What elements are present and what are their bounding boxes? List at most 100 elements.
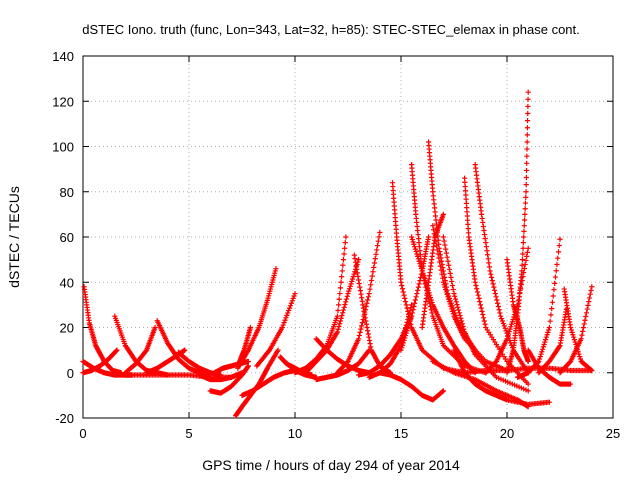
data-point [455,304,461,310]
data-point [481,318,487,324]
data-point [577,353,583,360]
data-point [524,118,531,124]
data-point [493,294,499,300]
data-point [406,320,412,327]
data-point [342,301,348,308]
data-point [549,299,556,305]
data-point [340,307,347,313]
data-series-track [254,290,298,369]
data-point [357,329,363,335]
data-point [430,227,437,233]
data-point [572,339,578,345]
data-point [351,252,357,258]
data-point [546,324,552,331]
data-point [433,243,440,249]
data-point [335,307,341,314]
data-point [577,356,584,362]
data-point [449,306,455,312]
data-point [275,347,281,353]
data-point [449,308,456,314]
data-point [440,234,446,240]
data-point [417,261,423,267]
data-point [478,211,485,217]
data-point [480,223,486,230]
data-point [443,286,449,293]
data-point [343,234,349,240]
data-point [571,334,577,340]
data-series-track [207,363,251,396]
data-point [583,310,590,316]
data-point [568,327,574,333]
data-point [477,299,483,305]
data-point [351,271,357,277]
x-tick-label: 25 [606,426,620,441]
data-point [548,312,554,318]
data-point [460,323,466,330]
data-point [525,358,531,365]
y-tick-label: 60 [60,230,74,245]
data-point [337,285,344,291]
data-point [361,308,367,314]
data-point [544,332,550,338]
data-series-track [112,313,171,378]
data-point [522,200,529,206]
x-tick-label: 20 [500,426,514,441]
data-point [477,302,484,308]
data-point [412,297,418,303]
data-point [356,277,362,283]
data-point [443,289,450,295]
data-point [287,303,294,309]
data-point [536,356,543,362]
data-point [352,256,358,262]
data-point [413,248,419,255]
data-point [488,271,494,277]
data-point [540,344,546,350]
data-point [401,337,407,344]
data-point [447,270,453,276]
data-point [450,286,456,293]
data-point [450,311,456,317]
data-point [368,282,374,288]
data-point [435,251,441,257]
data-point [399,282,405,289]
data-point [366,334,372,340]
data-series-track [303,257,362,376]
data-series-track [430,358,531,410]
data-point [283,315,289,321]
data-point [487,268,493,274]
data-point [523,189,529,195]
data-point [376,234,382,240]
data-series-track [504,89,531,376]
data-point [582,317,588,323]
data-point [481,231,488,238]
data-point [492,290,498,297]
data-point [371,260,378,266]
data-point [501,323,507,329]
data-point [356,332,362,339]
data-point [288,300,294,306]
data-point [415,253,421,259]
data-point [339,312,345,319]
data-point [348,281,354,287]
data-point [266,348,272,354]
data-point [356,336,362,342]
data-point [461,326,467,332]
data-point [498,313,504,319]
data-point [405,323,412,329]
y-tick-label: 0 [67,366,74,381]
data-point [418,263,424,269]
data-point [524,139,530,145]
data-point [444,291,450,297]
data-point [360,305,367,311]
data-point [505,331,512,337]
data-point [525,89,531,95]
data-series-track [239,367,298,398]
data-point [490,281,496,287]
data-point [445,294,451,300]
data-point [525,96,531,102]
data-point [472,370,478,376]
x-tick-label: 10 [288,426,302,441]
data-point [555,249,562,255]
data-point [346,288,352,294]
data-point [483,240,489,246]
